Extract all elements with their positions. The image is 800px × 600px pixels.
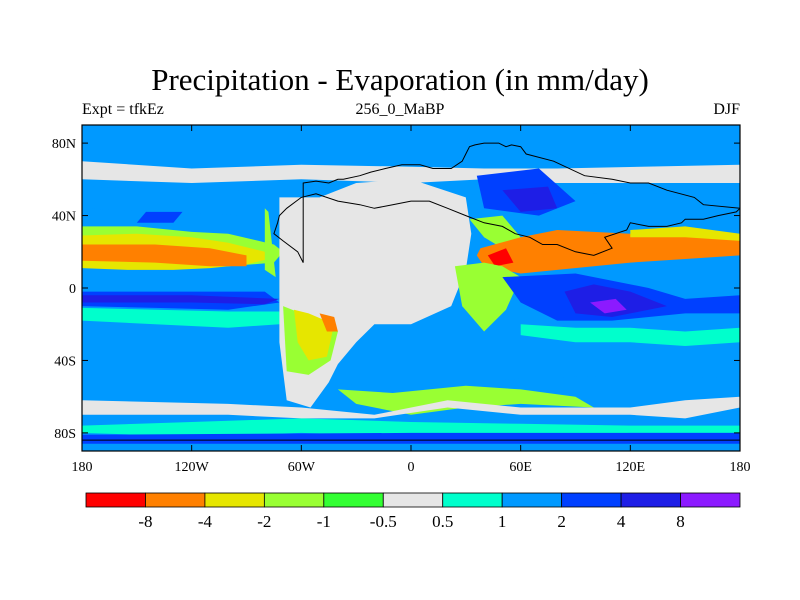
colorbar-level-label: 0.5 bbox=[432, 512, 453, 531]
contour-region-29 bbox=[82, 396, 740, 419]
colorbar-swatch bbox=[620, 492, 681, 508]
colorbar-level-label: -4 bbox=[198, 512, 213, 531]
colorbar-swatch bbox=[382, 492, 444, 508]
continent-outline-0 bbox=[273, 142, 740, 263]
x-tick-label: 180 bbox=[72, 460, 93, 475]
colorbar-level-label: 1 bbox=[498, 512, 507, 531]
contour-fills bbox=[82, 161, 740, 444]
contour-region-22 bbox=[487, 248, 514, 267]
x-tick-label: 0 bbox=[408, 460, 415, 475]
colorbar-level-label: -8 bbox=[138, 512, 152, 531]
y-tick-label: 40N bbox=[52, 210, 76, 225]
contour-region-4 bbox=[82, 432, 740, 444]
x-tick-label: 120E bbox=[616, 460, 646, 475]
contour-region-10 bbox=[82, 307, 280, 328]
y-tick-label: 80N bbox=[52, 137, 76, 152]
colorbar-swatch bbox=[85, 492, 146, 508]
colorbar-level-label: 2 bbox=[557, 512, 566, 531]
experiment-label: Expt = tfkEz bbox=[82, 101, 164, 118]
contour-region-17 bbox=[502, 186, 558, 212]
colorbar-swatch bbox=[442, 492, 503, 508]
season-label: DJF bbox=[713, 101, 740, 118]
colorbar: -8 -4 -2 -1 -0.5 0.5 1 2 4 8 bbox=[85, 492, 741, 531]
x-tick-label: 180 bbox=[730, 460, 751, 475]
contour-region-3 bbox=[82, 418, 740, 437]
contour-region-26 bbox=[590, 298, 627, 314]
contour-region-18 bbox=[264, 208, 276, 278]
colorbar-level-label: -1 bbox=[317, 512, 331, 531]
colorbar-level-label: 8 bbox=[676, 512, 685, 531]
x-tick-label: 60W bbox=[288, 460, 316, 475]
contour-region-19 bbox=[469, 215, 521, 249]
contour-region-15 bbox=[319, 313, 338, 332]
colorbar-swatch bbox=[204, 492, 265, 508]
colorbar-swatch bbox=[263, 492, 325, 508]
colorbar-swatch bbox=[145, 492, 206, 508]
colorbar-swatch bbox=[680, 492, 741, 508]
contour-region-0 bbox=[82, 161, 740, 183]
contour-region-11 bbox=[136, 211, 183, 223]
contour-region-9 bbox=[82, 295, 280, 305]
contour-region-23 bbox=[454, 262, 521, 332]
time-label: 256_0_MaBP bbox=[355, 101, 445, 118]
colorbar-swatch bbox=[323, 492, 384, 508]
x-axis: 180 120W 60W 0 60E 120E 180 bbox=[72, 125, 751, 475]
colorbar-level-label: -2 bbox=[257, 512, 271, 531]
x-tick-label: 60E bbox=[509, 460, 532, 475]
y-axis: 80N 40N 0 40S 80S bbox=[52, 137, 740, 442]
contour-region-27 bbox=[520, 324, 740, 346]
colorbar-swatch bbox=[501, 492, 563, 508]
y-tick-label: 0 bbox=[69, 282, 76, 297]
contour-region-7 bbox=[82, 244, 247, 267]
y-tick-label: 40S bbox=[54, 354, 76, 369]
contour-region-28 bbox=[337, 385, 594, 415]
y-tick-label: 80S bbox=[54, 427, 76, 442]
colorbar-swatch bbox=[561, 492, 622, 508]
colorbar-level-label: -0.5 bbox=[370, 512, 397, 531]
land-outlines bbox=[82, 142, 740, 441]
colorbar-level-label: 4 bbox=[617, 512, 626, 531]
x-tick-label: 120W bbox=[175, 460, 210, 475]
contour-region-20 bbox=[476, 230, 740, 274]
contour-region-21 bbox=[630, 226, 740, 241]
chart-title: Precipitation - Evaporation (in mm/day) bbox=[151, 62, 649, 97]
